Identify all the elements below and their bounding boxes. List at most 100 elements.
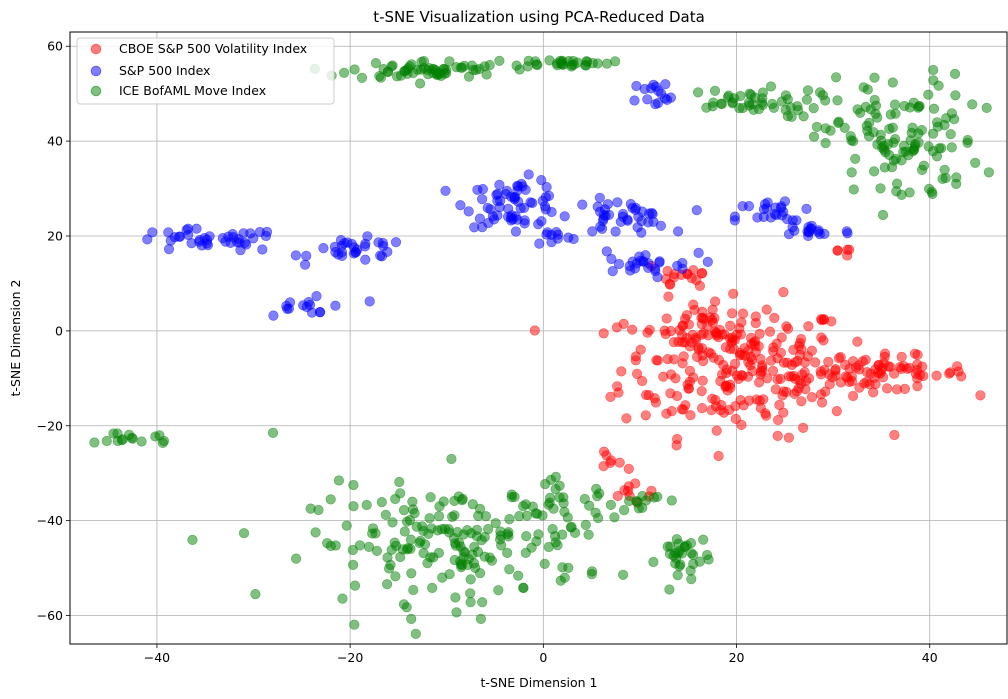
scatter-point (519, 203, 529, 213)
scatter-point (803, 86, 813, 96)
scatter-point (521, 548, 531, 558)
scatter-point (102, 436, 112, 446)
scatter-point (485, 553, 495, 563)
scatter-point (434, 511, 444, 521)
scatter-point (831, 73, 841, 83)
scatter-point (557, 530, 567, 540)
scatter-point (790, 226, 800, 236)
scatter-point (410, 508, 420, 518)
scatter-point (851, 363, 861, 373)
scatter-point (847, 376, 857, 386)
scatter-point (757, 361, 767, 371)
scatter-point (783, 324, 793, 334)
scatter-point (392, 72, 402, 82)
scatter-point (547, 237, 557, 247)
scatter-point (518, 501, 528, 511)
scatter-point (809, 132, 819, 142)
scatter-point (348, 545, 358, 555)
scatter-point (879, 141, 889, 151)
y-tick-label: −60 (37, 608, 63, 623)
scatter-point (866, 369, 876, 379)
scatter-point (744, 358, 754, 368)
scatter-point (567, 522, 577, 532)
scatter-point (537, 216, 547, 226)
scatter-point (395, 552, 405, 562)
scatter-point (832, 406, 842, 416)
scatter-point (928, 189, 938, 199)
scatter-point (880, 352, 890, 362)
scatter-point (587, 569, 597, 579)
scatter-point (624, 496, 634, 506)
scatter-point (360, 242, 370, 252)
scatter-point (599, 329, 609, 339)
scatter-point (846, 131, 856, 141)
legend-marker-move (91, 86, 101, 96)
scatter-point (762, 305, 772, 315)
scatter-point (606, 500, 616, 510)
scatter-point (464, 72, 474, 82)
scatter-point (591, 484, 601, 494)
scatter-point (666, 389, 676, 399)
scatter-point (143, 235, 153, 245)
scatter-point (768, 366, 778, 376)
scatter-point (840, 123, 850, 133)
scatter-point (833, 246, 843, 256)
scatter-point (824, 357, 834, 367)
y-tick-label: 0 (55, 323, 63, 338)
scatter-point (917, 125, 927, 135)
scatter-point (593, 202, 603, 212)
scatter-point (284, 304, 294, 314)
scatter-point (932, 371, 942, 381)
scatter-point (530, 326, 540, 336)
scatter-point (460, 61, 470, 71)
scatter-point (633, 223, 643, 233)
scatter-point (619, 319, 629, 329)
scatter-point (664, 292, 674, 302)
scatter-point (408, 497, 418, 507)
scatter-point (914, 138, 924, 148)
scatter-point (239, 528, 249, 538)
scatter-point (306, 504, 316, 514)
scatter-point (869, 167, 879, 177)
scatter-point (520, 219, 530, 229)
scatter-point (459, 553, 469, 563)
scatter-point (492, 190, 502, 200)
scatter-point (532, 60, 542, 70)
scatter-point (651, 99, 661, 109)
scatter-point (919, 371, 929, 381)
scatter-point (624, 464, 634, 474)
scatter-point (512, 61, 522, 71)
scatter-point (634, 504, 644, 514)
scatter-point (711, 395, 721, 405)
scatter-point (495, 56, 505, 66)
x-tick-label: −40 (144, 650, 170, 665)
scatter-point (338, 594, 348, 604)
scatter-point (641, 411, 651, 421)
scatter-point (807, 392, 817, 402)
scatter-point (773, 415, 783, 425)
scatter-point (695, 557, 705, 567)
legend-label-move: ICE BofAML Move Index (119, 83, 266, 98)
legend-label-sp500: S&P 500 Index (119, 63, 210, 78)
scatter-point (437, 573, 447, 583)
scatter-point (798, 423, 808, 433)
scatter-point (137, 437, 147, 447)
scatter-point (419, 548, 429, 558)
scatter-point (752, 395, 762, 405)
scatter-point (682, 310, 692, 320)
scatter-point (584, 501, 594, 511)
scatter-point (645, 325, 655, 335)
scatter-point (890, 100, 900, 110)
scatter-point (890, 134, 900, 144)
x-tick-label: 40 (922, 650, 938, 665)
scatter-point (381, 510, 391, 520)
scatter-point (507, 490, 517, 500)
scatter-point (779, 287, 789, 297)
scatter-point (651, 398, 661, 408)
scatter-point (738, 201, 748, 211)
scatter-point (611, 227, 621, 237)
scatter-point (425, 513, 435, 523)
scatter-point (678, 359, 688, 369)
scatter-point (728, 289, 738, 299)
